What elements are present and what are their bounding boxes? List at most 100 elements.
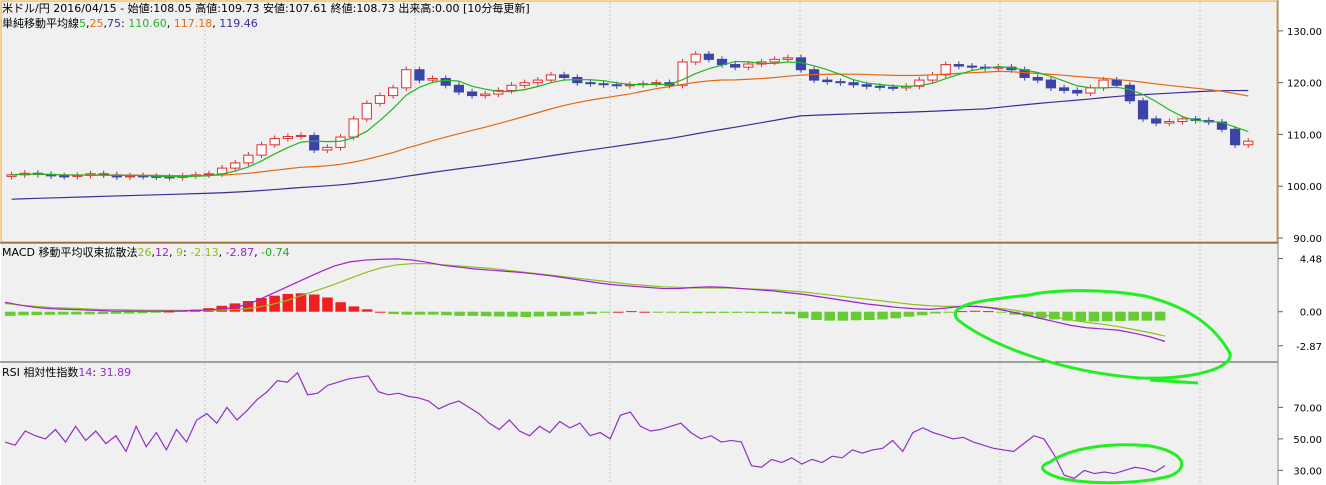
macd-histogram-bar	[797, 311, 809, 319]
rsi-line	[4, 371, 1166, 479]
macd-histogram-bar	[256, 298, 267, 312]
candle-body	[388, 87, 399, 97]
macd-histogram-bar	[996, 311, 1007, 313]
macd-histogram-bar	[850, 311, 862, 321]
candle-body	[427, 78, 438, 81]
macd-histogram-bar	[573, 311, 584, 316]
rsi-value: 31.89	[99, 366, 132, 379]
y-tick-label: 4.48	[1300, 255, 1322, 266]
macd-histogram-bar	[1115, 311, 1126, 321]
macd-histogram-bar	[877, 311, 888, 320]
macd-histogram-bar	[626, 311, 637, 313]
macd-histogram-bar	[441, 311, 452, 316]
macd-histogram-bar	[84, 311, 95, 315]
y-tick-label: 50.00	[1293, 435, 1322, 446]
macd-histogram-bar	[982, 311, 994, 313]
ma-value-25: 117.18	[173, 17, 213, 30]
macd-histogram-bar	[322, 297, 333, 312]
candle-body	[309, 134, 320, 151]
candle-body	[203, 173, 215, 176]
candle-body	[493, 89, 504, 95]
macd-histogram-bar	[414, 311, 426, 315]
macd-histogram-bar	[480, 311, 492, 317]
candle-body	[598, 83, 609, 86]
macd-histogram-bar	[560, 311, 571, 316]
macd-histogram-bar	[375, 311, 386, 313]
ma-sep: :	[121, 17, 125, 30]
macd-histogram-bar	[335, 302, 346, 312]
macd-histogram-bar	[1049, 311, 1060, 320]
macd-period-26: 26	[137, 246, 152, 259]
candle-body	[361, 102, 372, 120]
rsi-legend: RSI 相対性指数14: 31.89	[2, 366, 131, 379]
candle-body	[1151, 118, 1162, 124]
candle-body	[401, 69, 412, 89]
macd-histogram-bar	[864, 311, 875, 321]
candle-body	[1032, 76, 1043, 81]
y-tick-label: 70.00	[1293, 403, 1322, 414]
candle-body	[861, 84, 872, 87]
candle-body	[348, 118, 359, 138]
macd-label: MACD 移動平均収束拡散法	[2, 246, 138, 259]
candle-body	[1230, 128, 1241, 146]
macd-histogram-bar	[956, 311, 968, 313]
candle-body	[480, 93, 491, 97]
candle-body	[966, 65, 978, 68]
candle-body	[559, 74, 570, 78]
candle-body	[545, 74, 557, 81]
macd-histogram-bar	[137, 311, 148, 314]
candle-body	[690, 53, 701, 63]
macd-histogram-bar	[771, 311, 783, 314]
macd-histogram-bar	[916, 311, 928, 316]
candle-body	[730, 64, 741, 68]
ma-period-75: 75	[107, 17, 121, 30]
y-tick-label: -2.87	[1296, 342, 1322, 353]
rsi-sep: :	[92, 366, 97, 379]
macd-panel-bg	[1, 244, 1277, 361]
macd-histogram-bar	[150, 311, 161, 313]
candle-body	[769, 58, 780, 63]
macd-histogram-bar	[533, 311, 545, 317]
macd-annotation-ellipse	[953, 289, 1232, 385]
macd-histogram-bar	[242, 301, 254, 312]
candle-body	[1058, 87, 1070, 91]
y-tick-label: 120.00	[1287, 79, 1322, 90]
candle-body	[374, 95, 386, 104]
macd-histogram-bar	[1022, 311, 1034, 317]
candle-body	[295, 134, 307, 138]
macd-histogram-bar	[308, 294, 320, 312]
macd-histogram-bar	[1154, 311, 1166, 321]
price-chart	[6, 51, 1254, 200]
candle-body	[848, 82, 859, 86]
candle-body	[651, 82, 662, 85]
macd-value-2: -2.87	[225, 246, 255, 259]
candle-body	[335, 136, 346, 148]
candle-body	[532, 79, 543, 84]
macd-histogram-bar	[31, 311, 43, 316]
macd-period-9: 9	[175, 246, 183, 259]
candle-body	[1124, 84, 1135, 102]
macd-histogram-bar	[454, 311, 465, 316]
macd-histogram-bar	[758, 311, 769, 314]
macd-histogram-bar	[731, 311, 743, 313]
ma-period-25: 25	[89, 17, 104, 30]
candle-body	[59, 175, 70, 178]
macd-histogram-bar	[784, 311, 796, 315]
macd-histogram-bar	[811, 311, 822, 321]
rsi-annotation-ellipse	[1041, 443, 1183, 485]
macd-histogram-bar	[361, 309, 373, 312]
candle-body	[1045, 79, 1057, 89]
macd-histogram-bar	[97, 311, 109, 315]
macd-histogram-bar	[295, 293, 307, 312]
macd-histogram-bar	[546, 311, 558, 317]
macd-legend: MACD 移動平均収束拡散法26,12, 9: -2.13, -2.87, -0…	[2, 246, 290, 259]
price-header: 米ドル/円 2016/04/15 - 始値:108.05 高値:109.73 安…	[2, 2, 530, 15]
candle-body	[124, 175, 136, 178]
candle-body	[243, 154, 254, 164]
candle-body	[269, 138, 280, 146]
candle-body	[1137, 100, 1149, 120]
candle-body	[453, 84, 464, 93]
macd-histogram-bar	[1062, 311, 1073, 321]
macd-chart	[4, 258, 1166, 342]
macd-histogram-bar	[44, 311, 56, 315]
